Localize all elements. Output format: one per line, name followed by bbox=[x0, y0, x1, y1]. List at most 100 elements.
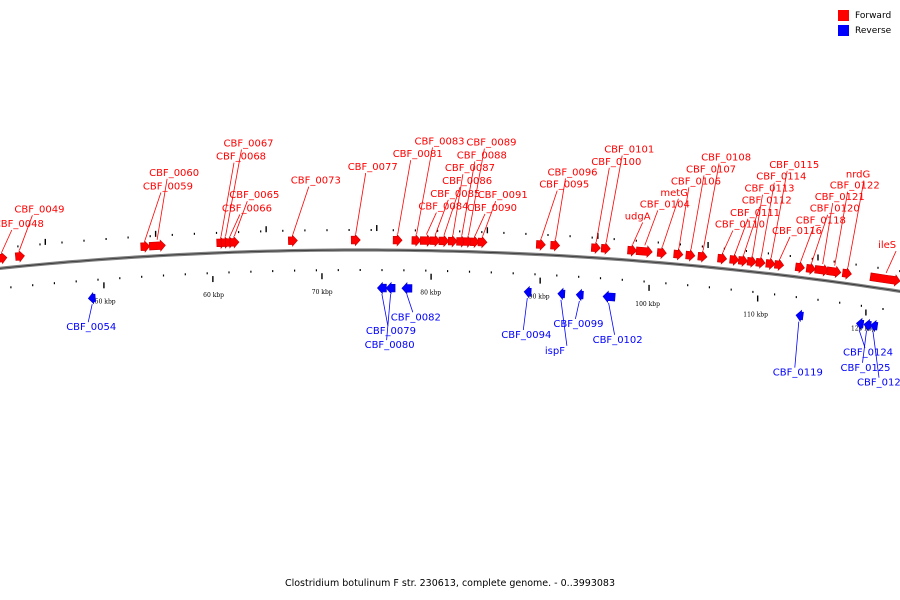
forward-gene-label: udgA bbox=[625, 211, 651, 222]
forward-gene-arrow[interactable] bbox=[148, 239, 166, 252]
forward-gene-arrow[interactable] bbox=[717, 252, 728, 265]
forward-gene-arrow[interactable] bbox=[869, 272, 900, 287]
forward-gene-arrow[interactable] bbox=[627, 244, 638, 257]
minor-tick-upper bbox=[701, 245, 703, 248]
minor-tick-upper bbox=[392, 229, 394, 232]
forward-gene-arrow[interactable] bbox=[229, 235, 240, 249]
forward-gene-arrow[interactable] bbox=[447, 234, 458, 248]
minor-tick-upper bbox=[83, 239, 85, 242]
reverse-gene-arrow[interactable] bbox=[87, 291, 96, 305]
forward-gene-leader bbox=[233, 201, 248, 237]
forward-gene-arrow[interactable] bbox=[469, 235, 480, 249]
minor-tick-upper bbox=[459, 230, 461, 233]
forward-gene-arrow[interactable] bbox=[635, 245, 653, 258]
minor-tick-upper bbox=[745, 250, 747, 252]
forward-gene-label: CBF_0107 bbox=[686, 164, 736, 175]
forward-gene-arrow[interactable] bbox=[673, 247, 684, 261]
tick-label: 120 kbp bbox=[851, 325, 876, 332]
forward-gene-arrow[interactable] bbox=[550, 239, 561, 252]
forward-gene-arrow[interactable] bbox=[0, 251, 8, 265]
tick-label: 90 kbp bbox=[529, 294, 550, 301]
forward-gene-arrow[interactable] bbox=[656, 246, 667, 260]
forward-gene-label: CBF_0073 bbox=[291, 176, 341, 187]
reverse-gene-arrow[interactable] bbox=[855, 317, 865, 331]
forward-gene-arrow[interactable] bbox=[729, 253, 740, 266]
forward-gene-arrow[interactable] bbox=[392, 233, 403, 247]
forward-gene-arrow[interactable] bbox=[429, 234, 441, 248]
forward-gene-arrow[interactable] bbox=[841, 267, 852, 280]
reverse-gene-arrow[interactable] bbox=[401, 282, 413, 295]
minor-tick-lower bbox=[32, 284, 34, 287]
reverse-gene-arrow[interactable] bbox=[376, 281, 387, 295]
minor-tick-lower bbox=[97, 278, 99, 281]
forward-gene-arrow[interactable] bbox=[814, 264, 830, 277]
reverse-gene-leader bbox=[386, 294, 391, 341]
forward-gene-label: CBF_0100 bbox=[591, 157, 641, 168]
minor-tick-lower bbox=[687, 284, 689, 287]
reverse-genes: CBF_0054 CBF_0079 CBF_0080 CBF_0082 CBF_0094… bbox=[66, 281, 900, 389]
minor-tick-upper bbox=[591, 236, 593, 239]
forward-gene-arrow[interactable] bbox=[535, 238, 546, 251]
minor-tick-upper bbox=[414, 229, 416, 232]
forward-gene-arrow[interactable] bbox=[14, 250, 25, 263]
forward-gene-label: CBF_0060 bbox=[149, 168, 199, 179]
forward-gene-arrow[interactable] bbox=[419, 234, 433, 247]
forward-gene-arrow[interactable] bbox=[438, 234, 450, 248]
minor-tick-lower bbox=[490, 271, 492, 274]
legend-reverse: Reverse bbox=[838, 23, 891, 38]
forward-gene-arrow[interactable] bbox=[477, 235, 488, 249]
minor-tick-upper bbox=[105, 238, 107, 240]
forward-gene-arrow[interactable] bbox=[826, 265, 842, 279]
forward-gene-leader bbox=[355, 172, 367, 235]
forward-gene-arrow[interactable] bbox=[590, 241, 601, 255]
backbone-core bbox=[0, 249, 900, 292]
forward-gene-arrow[interactable] bbox=[746, 255, 757, 268]
minor-tick-upper bbox=[767, 252, 769, 255]
minor-tick-lower bbox=[315, 269, 317, 272]
reverse-gene-label: CBF_0126 bbox=[857, 378, 900, 389]
forward-gene-leader bbox=[690, 175, 705, 250]
reverse-gene-arrow[interactable] bbox=[863, 318, 872, 332]
forward-gene-label: ileS bbox=[878, 240, 896, 251]
reverse-gene-arrow[interactable] bbox=[523, 285, 532, 299]
forward-gene-leader bbox=[770, 170, 788, 258]
minor-tick-upper bbox=[789, 255, 791, 257]
forward-gene-label: CBF_0115 bbox=[769, 160, 819, 171]
reverse-gene-arrow[interactable] bbox=[869, 319, 879, 333]
forward-gene-arrow[interactable] bbox=[350, 233, 361, 247]
minor-tick-lower bbox=[337, 269, 339, 272]
minor-tick-upper bbox=[525, 232, 527, 235]
minor-tick-upper bbox=[17, 245, 19, 248]
minor-tick-lower bbox=[141, 275, 143, 278]
minor-tick-lower bbox=[774, 293, 776, 296]
forward-gene-arrow[interactable] bbox=[411, 234, 422, 247]
reverse-gene-leader bbox=[522, 297, 528, 331]
forward-gene-arrow[interactable] bbox=[697, 250, 708, 263]
reverse-gene-leader bbox=[406, 294, 414, 313]
forward-gene-label: CBF_0081 bbox=[393, 149, 443, 160]
forward-gene-leader bbox=[678, 187, 690, 249]
forward-gene-arrow[interactable] bbox=[765, 257, 776, 270]
minor-tick-lower bbox=[250, 270, 252, 273]
minor-tick-lower bbox=[556, 274, 558, 277]
forward-gene-leader bbox=[229, 214, 241, 237]
forward-gene-arrow[interactable] bbox=[140, 240, 151, 253]
forward-gene-arrow[interactable] bbox=[794, 260, 805, 274]
forward-gene-arrow[interactable] bbox=[600, 242, 611, 255]
forward-gene-arrow[interactable] bbox=[737, 254, 749, 267]
forward-gene-arrow[interactable] bbox=[773, 258, 785, 271]
forward-gene-label: CBF_0113 bbox=[745, 184, 795, 195]
reverse-gene-arrow[interactable] bbox=[602, 290, 616, 304]
forward-gene-arrow[interactable] bbox=[685, 249, 696, 262]
reverse-gene-arrow[interactable] bbox=[575, 288, 584, 302]
forward-gene-arrow[interactable] bbox=[805, 262, 816, 275]
forward-gene-arrow[interactable] bbox=[287, 234, 298, 247]
forward-gene-arrow[interactable] bbox=[755, 256, 766, 269]
forward-gene-label: CBF_0059 bbox=[143, 182, 193, 193]
reverse-gene-arrow[interactable] bbox=[385, 281, 396, 295]
reverse-gene-arrow[interactable] bbox=[795, 309, 804, 323]
tick-label: 70 kbp bbox=[312, 289, 333, 296]
reverse-gene-arrow[interactable] bbox=[557, 287, 566, 301]
reverse-gene-leader bbox=[381, 294, 389, 327]
forward-gene-leader bbox=[734, 218, 749, 254]
